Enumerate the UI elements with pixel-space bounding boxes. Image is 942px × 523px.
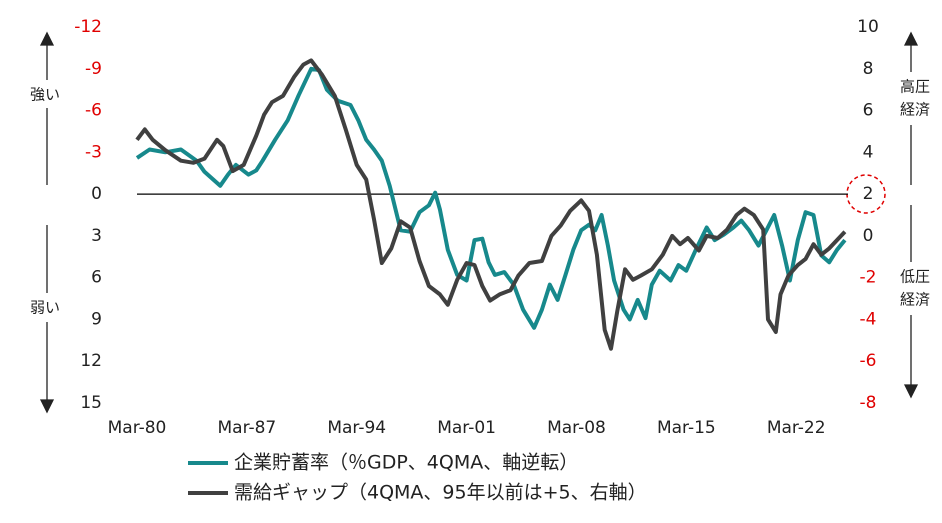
x-tick-label: Mar-87 bbox=[217, 418, 276, 438]
annotation: 経済 bbox=[900, 101, 930, 119]
x-tick-label: Mar-22 bbox=[767, 418, 826, 438]
y-tick-label: -12 bbox=[74, 17, 102, 37]
y2-tick-label: -4 bbox=[860, 309, 877, 329]
y2-tick-label: -2 bbox=[860, 268, 877, 288]
arrows bbox=[39, 31, 919, 414]
x-tick-label: Mar-80 bbox=[108, 418, 167, 438]
y-tick-label: 9 bbox=[91, 309, 102, 329]
x-tick-label: Mar-94 bbox=[327, 418, 386, 438]
series-line bbox=[135, 66, 847, 330]
annotation: 経済 bbox=[900, 291, 930, 309]
y-tick-label: -6 bbox=[85, 101, 102, 121]
y-tick-label: 6 bbox=[91, 268, 102, 288]
series-line bbox=[135, 58, 847, 351]
legend-label: 需給ギャップ（4QMA、95年以前は+5、右軸） bbox=[234, 482, 647, 504]
annotation: 弱い bbox=[30, 299, 60, 317]
y2-tick-label: 8 bbox=[863, 59, 874, 79]
y2-tick-label: 0 bbox=[863, 226, 874, 246]
y-tick-label: 12 bbox=[80, 351, 102, 371]
y-tick-label: 15 bbox=[80, 393, 102, 413]
y2-tick-label: -8 bbox=[860, 393, 877, 413]
y2-tick-label: 4 bbox=[863, 142, 874, 162]
y-tick-label: 3 bbox=[91, 226, 102, 246]
annotation: 高圧 bbox=[900, 78, 930, 96]
legend-label: 企業貯蓄率（％GDP、4QMA、軸逆転） bbox=[234, 452, 578, 474]
y2-tick-label: 6 bbox=[863, 101, 874, 121]
x-tick-label: Mar-15 bbox=[657, 418, 716, 438]
annotation: 強い bbox=[30, 86, 60, 104]
y2-tick-label: 2 bbox=[863, 184, 874, 204]
y2-tick-label: -6 bbox=[860, 351, 877, 371]
annotation: 低圧 bbox=[900, 268, 930, 286]
y-tick-label: 0 bbox=[91, 184, 102, 204]
x-tick-label: Mar-08 bbox=[547, 418, 606, 438]
y2-tick-label: 10 bbox=[857, 17, 879, 37]
x-tick-label: Mar-01 bbox=[437, 418, 496, 438]
y-tick-label: -3 bbox=[85, 142, 102, 162]
y-tick-label: -9 bbox=[85, 59, 102, 79]
